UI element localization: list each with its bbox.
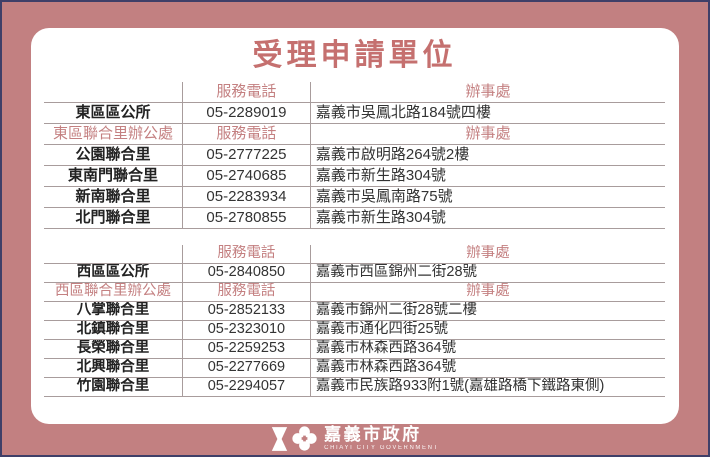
phone-cell: 05-2323010	[182, 320, 311, 340]
page-title: 受理申請單位	[252, 39, 457, 72]
org-name-block: 嘉義市政府 CHIAYI CITY GOVERNMENT	[324, 426, 439, 451]
unit-name-cell: 東區區公所	[44, 102, 183, 124]
unit-name-cell: 新南聯合里	[44, 186, 183, 208]
office-cell: 嘉義市新生路304號	[310, 165, 665, 187]
org-name: 嘉義市政府	[324, 425, 422, 444]
office-cell: 嘉義市西區錦州二街28號	[310, 263, 665, 283]
table-row: 北興聯合里 05-2277669 嘉義市林森西路364號	[44, 358, 665, 378]
unit-name-cell: 西區聯合里辦公處	[44, 282, 183, 302]
office-cell: 嘉義市林森西路364號	[310, 358, 665, 378]
west-district-table: 服務電話 辦事處 西區區公所 05-2840850 嘉義市西區錦州二街28號 西區聯合里辦…	[44, 244, 665, 397]
footer-logo: 嘉義市政府 CHIAYI CITY GOVERNMENT	[2, 425, 708, 452]
phone-cell: 05-2289019	[182, 102, 311, 124]
phone-cell: 服務電話	[182, 123, 311, 145]
unit-name-cell: 八掌聯合里	[44, 301, 183, 321]
phone-cell: 05-2840850	[182, 263, 311, 283]
unit-name-cell: 竹園聯合里	[44, 377, 183, 397]
office-cell: 嘉義市錦州二街28號二樓	[310, 301, 665, 321]
table-row: 北門聯合里 05-2780855 嘉義市新生路304號	[44, 207, 665, 229]
unit-name-cell: 長榮聯合里	[44, 339, 183, 359]
table-row: 新南聯合里 05-2283934 嘉義市吳鳳南路75號	[44, 186, 665, 208]
unit-name-cell	[44, 244, 183, 264]
unit-name-cell: 北鎮聯合里	[44, 320, 183, 340]
clover-flower-icon	[292, 426, 317, 451]
phone-cell: 05-2283934	[182, 186, 311, 208]
unit-name-cell: 東區聯合里辦公處	[44, 123, 183, 145]
chiayi-city-logo	[271, 426, 317, 451]
table-row: 東區區公所 05-2289019 嘉義市吳鳳北路184號四樓	[44, 102, 665, 124]
table-row: 北鎮聯合里 05-2323010 嘉義市通化四街25號	[44, 320, 665, 340]
phone-cell: 05-2740685	[182, 165, 311, 187]
office-cell: 辦事處	[310, 244, 665, 264]
table-row: 八掌聯合里 05-2852133 嘉義市錦州二街28號二樓	[44, 301, 665, 321]
east-district-table: 服務電話 辦事處 東區區公所 05-2289019 嘉義市吳鳳北路184號四樓 東區聯合里…	[44, 81, 665, 229]
office-cell: 嘉義市通化四街25號	[310, 320, 665, 340]
office-cell: 嘉義市啟明路264號2樓	[310, 144, 665, 166]
office-cell: 嘉義市林森西路364號	[310, 339, 665, 359]
office-cell: 辦事處	[310, 123, 665, 145]
org-name-en: CHIAYI CITY GOVERNMENT	[324, 445, 439, 451]
unit-name-cell: 東南門聯合里	[44, 165, 183, 187]
unit-name-cell	[44, 81, 183, 103]
office-cell: 辦事處	[310, 81, 665, 103]
table-row: 竹園聯合里 05-2294057 嘉義市民族路933附1號(嘉雄路橋下鐵路東側)	[44, 377, 665, 397]
hourglass-figure-icon	[272, 426, 288, 451]
unit-name-cell: 公園聯合里	[44, 144, 183, 166]
office-cell: 辦事處	[310, 282, 665, 302]
table-row: 公園聯合里 05-2777225 嘉義市啟明路264號2樓	[44, 144, 665, 166]
phone-cell: 服務電話	[182, 244, 311, 264]
phone-cell: 05-2294057	[182, 377, 311, 397]
phone-cell: 05-2277669	[182, 358, 311, 378]
table-row: 西區區公所 05-2840850 嘉義市西區錦州二街28號	[44, 263, 665, 283]
unit-name-cell: 北門聯合里	[44, 207, 183, 229]
phone-cell: 05-2852133	[182, 301, 311, 321]
header-row: 服務電話 辦事處	[44, 244, 665, 264]
header-row: 服務電話 辦事處	[44, 81, 665, 103]
office-cell: 嘉義市吳鳳北路184號四樓	[310, 102, 665, 124]
phone-cell: 服務電話	[182, 81, 311, 103]
phone-cell: 服務電話	[182, 282, 311, 302]
office-cell: 嘉義市吳鳳南路75號	[310, 186, 665, 208]
content-card: 受理申請單位 服務電話 辦事處 東區區公所 05-2289019 嘉義市吳鳳北路184號…	[31, 28, 679, 424]
phone-cell: 05-2777225	[182, 144, 311, 166]
section-row: 東區聯合里辦公處 服務電話 辦事處	[44, 123, 665, 145]
table-row: 東南門聯合里 05-2740685 嘉義市新生路304號	[44, 165, 665, 187]
unit-name-cell: 西區區公所	[44, 263, 183, 283]
office-cell: 嘉義市新生路304號	[310, 207, 665, 229]
phone-cell: 05-2780855	[182, 207, 311, 229]
office-cell: 嘉義市民族路933附1號(嘉雄路橋下鐵路東側)	[310, 377, 665, 397]
phone-cell: 05-2259253	[182, 339, 311, 359]
section-row: 西區聯合里辦公處 服務電話 辦事處	[44, 282, 665, 302]
unit-name-cell: 北興聯合里	[44, 358, 183, 378]
table-row: 長榮聯合里 05-2259253 嘉義市林森西路364號	[44, 339, 665, 359]
